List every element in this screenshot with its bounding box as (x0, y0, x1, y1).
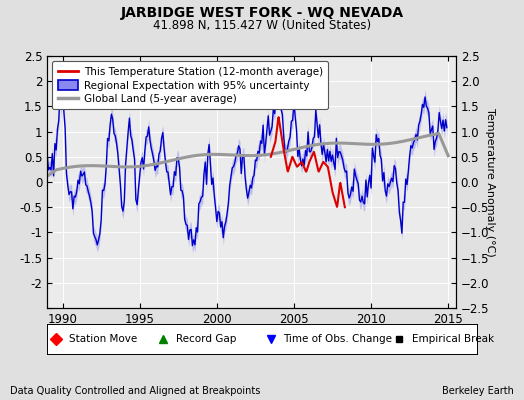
Text: Data Quality Controlled and Aligned at Breakpoints: Data Quality Controlled and Aligned at B… (10, 386, 261, 396)
Text: JARBIDGE WEST FORK - WQ NEVADA: JARBIDGE WEST FORK - WQ NEVADA (121, 6, 403, 20)
Text: Berkeley Earth: Berkeley Earth (442, 386, 514, 396)
Text: Station Move: Station Move (69, 334, 137, 344)
Text: Time of Obs. Change: Time of Obs. Change (283, 334, 392, 344)
Text: Empirical Break: Empirical Break (412, 334, 495, 344)
Y-axis label: Temperature Anomaly (°C): Temperature Anomaly (°C) (485, 108, 495, 256)
Legend: This Temperature Station (12-month average), Regional Expectation with 95% uncer: This Temperature Station (12-month avera… (52, 61, 328, 110)
Text: Record Gap: Record Gap (176, 334, 236, 344)
Text: 41.898 N, 115.427 W (United States): 41.898 N, 115.427 W (United States) (153, 19, 371, 32)
